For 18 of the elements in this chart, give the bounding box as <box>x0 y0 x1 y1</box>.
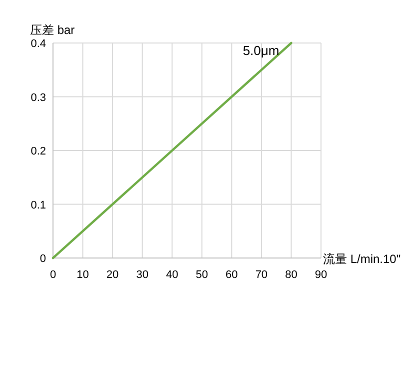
x-tick-label: 30 <box>136 269 148 281</box>
y-axis-title: 压差 bar <box>30 23 75 37</box>
x-tick-label: 20 <box>106 269 119 281</box>
x-tick-label: 50 <box>196 269 208 281</box>
series-label: 5.0μm <box>242 43 280 58</box>
x-tick-label: 90 <box>314 269 328 281</box>
x-tick-label: 0 <box>50 269 56 281</box>
x-tick-label: 10 <box>76 269 89 281</box>
y-tick-label: 0.1 <box>30 199 46 212</box>
x-axis-title: 流量 L/min.10" <box>323 252 401 266</box>
y-tick-label: 0.2 <box>30 146 46 158</box>
y-tick-label: 0.4 <box>30 38 46 50</box>
x-tick-label: 70 <box>255 269 268 281</box>
x-tick-label: 80 <box>285 269 298 281</box>
x-tick-label: 40 <box>166 269 178 281</box>
y-tick-label: 0 <box>40 253 46 265</box>
y-tick-label: 0.3 <box>30 92 46 104</box>
x-tick-label: 60 <box>226 269 238 281</box>
